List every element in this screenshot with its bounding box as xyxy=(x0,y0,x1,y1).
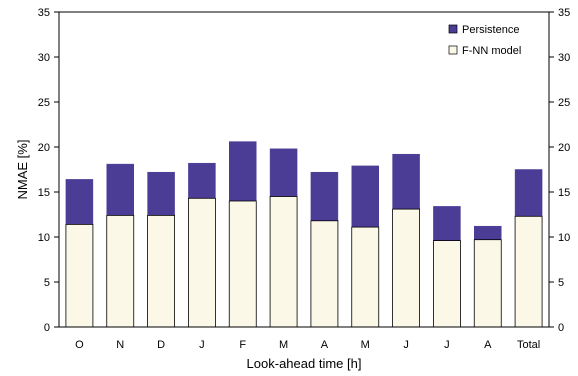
y-tick-label-left-7: 35 xyxy=(38,7,50,19)
bar-fnn-4 xyxy=(228,200,257,328)
x-tick-label-10: A xyxy=(484,339,492,351)
y-tick-label-right-2: 10 xyxy=(558,232,570,244)
bar-fnn-1 xyxy=(106,214,135,328)
y-tick-label-left-1: 5 xyxy=(44,277,50,289)
bar-persistence-0 xyxy=(65,179,94,225)
y-tick-label-left-3: 15 xyxy=(38,187,50,199)
bar-fnn-9 xyxy=(433,240,461,328)
bars-layer xyxy=(65,141,543,328)
x-tick-label-3: J xyxy=(199,339,205,351)
bar-persistence-7 xyxy=(351,165,379,228)
bar-persistence-5 xyxy=(269,148,298,197)
y-tick-label-left-0: 0 xyxy=(44,322,50,334)
bar-fnn-8 xyxy=(392,208,420,328)
bar-persistence-8 xyxy=(392,153,420,210)
x-tick-label-2: D xyxy=(157,339,165,351)
y-tick-label-right-4: 20 xyxy=(558,142,570,154)
y-tick-label-right-3: 15 xyxy=(558,187,570,199)
bar-persistence-11 xyxy=(514,169,543,217)
bar-fnn-6 xyxy=(310,220,339,328)
y-tick-label-right-6: 30 xyxy=(558,52,570,64)
bar-persistence-6 xyxy=(310,171,339,222)
y-tick-label-right-0: 0 xyxy=(558,322,564,334)
bar-fnn-2 xyxy=(147,214,175,328)
y-tick-label-right-1: 5 xyxy=(558,277,564,289)
x-tick-label-5: M xyxy=(279,339,288,351)
bar-fnn-10 xyxy=(473,239,502,328)
bar-fnn-0 xyxy=(65,223,94,328)
x-tick-label-6: A xyxy=(321,339,329,351)
bar-fnn-5 xyxy=(269,196,298,328)
bar-fnn-3 xyxy=(188,197,216,328)
x-tick-label-11: Total xyxy=(517,339,540,351)
x-tick-label-9: J xyxy=(444,339,450,351)
x-axis: O N D J F M A M J J A Total xyxy=(75,339,540,351)
y-tick-label-right-5: 25 xyxy=(558,97,570,109)
x-tick-label-7: M xyxy=(361,339,370,351)
x-tick-label-0: O xyxy=(75,339,84,351)
bar-persistence-4 xyxy=(229,141,257,202)
y-tick-label-left-5: 25 xyxy=(38,97,50,109)
bar-fnn-7 xyxy=(351,226,380,328)
bar-persistence-9 xyxy=(433,206,461,241)
legend: Persistence F-NN model xyxy=(448,24,521,57)
bar-persistence-10 xyxy=(474,225,502,240)
legend-label-fnn: F-NN model xyxy=(462,45,521,57)
x-axis-title: Look-ahead time [h] xyxy=(247,356,362,371)
y-axis-title: NMAE [%] xyxy=(15,140,30,200)
legend-label-persistence: Persistence xyxy=(462,24,519,36)
plot-frame xyxy=(58,11,550,328)
y-axis-right: 0 5 10 15 20 25 30 35 xyxy=(549,7,570,334)
legend-swatch-persistence xyxy=(448,24,458,34)
bar-persistence-3 xyxy=(188,162,216,199)
x-tick-label-8: J xyxy=(403,339,409,351)
legend-swatch-fnn xyxy=(448,45,458,55)
y-tick-label-right-7: 35 xyxy=(558,7,570,19)
x-tick-label-4: F xyxy=(239,339,246,351)
bar-persistence-2 xyxy=(147,171,175,216)
y-tick-label-left-2: 10 xyxy=(38,232,50,244)
y-axis-left: 0 5 10 15 20 25 30 35 xyxy=(38,7,59,334)
y-tick-label-left-6: 30 xyxy=(38,52,50,64)
bar-persistence-1 xyxy=(106,163,134,216)
y-tick-label-left-4: 20 xyxy=(38,142,50,154)
x-tick-label-1: N xyxy=(116,339,124,351)
bar-fnn-11 xyxy=(514,215,543,328)
